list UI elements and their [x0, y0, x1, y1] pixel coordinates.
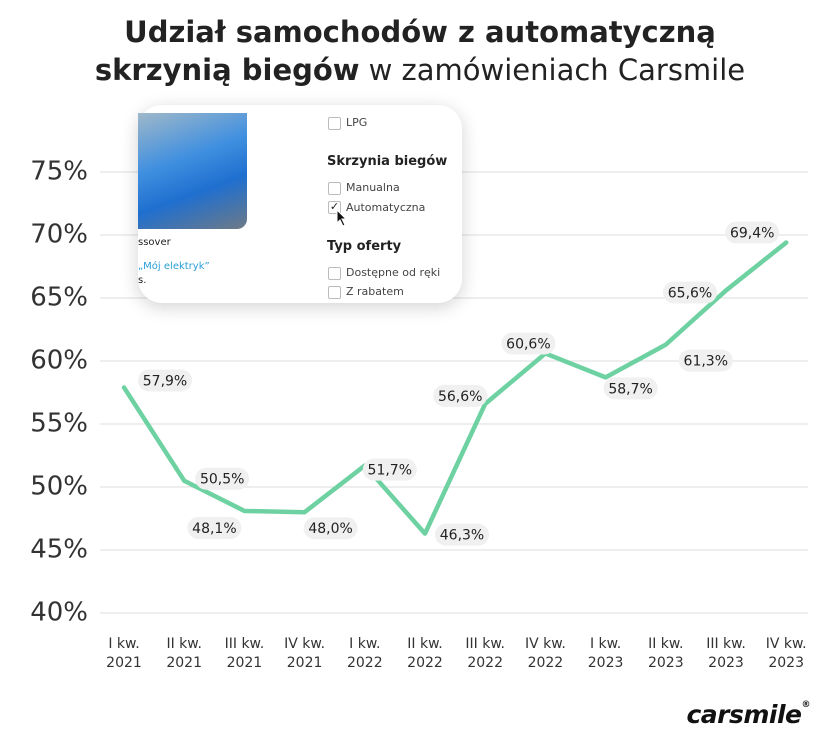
x-tick-label: II kw. 2022	[407, 636, 443, 671]
x-tick-label: II kw. 2021	[166, 636, 202, 671]
y-tick-label: 55%	[30, 409, 88, 439]
option-label: LPG	[346, 116, 368, 129]
x-tick-label: III kw. 2023	[706, 636, 746, 671]
checkbox[interactable]	[328, 182, 341, 195]
chart-title: Udział samochodów z automatyczną	[124, 15, 716, 49]
chart-title-bold: skrzynią biegów	[95, 53, 360, 87]
checkbox[interactable]	[328, 267, 341, 280]
data-label-bg	[303, 517, 358, 540]
option-label: Dostępne od ręki	[346, 266, 441, 279]
data-label: 69,4%	[730, 226, 774, 242]
logo-name: carsmile	[686, 700, 802, 729]
y-tick-label: 50%	[30, 472, 88, 502]
option-label: Z rabatem	[346, 285, 404, 298]
data-label-bg	[433, 384, 488, 407]
data-label-bg	[663, 281, 717, 304]
data-label: 46,3%	[440, 528, 484, 544]
chart-title-rest: w zamówieniach Carsmile	[369, 53, 746, 87]
x-tick-label: I kw. 2022	[346, 636, 383, 671]
card-link: „Mój elektryk”	[138, 261, 210, 272]
card-title: ssover	[138, 237, 171, 248]
checkbox[interactable]	[328, 286, 341, 299]
cursor	[336, 209, 348, 227]
data-label-bg	[725, 221, 780, 244]
y-tick-label: 60%	[30, 346, 88, 376]
x-tick-label: I kw. 2023	[587, 636, 624, 671]
y-tick-label: 65%	[30, 283, 88, 313]
y-tick-label: 75%	[30, 157, 88, 187]
data-label-bg	[187, 516, 242, 539]
data-label: 61,3%	[684, 354, 728, 370]
data-label-bg	[138, 369, 192, 392]
data-label: 50,5%	[200, 472, 244, 488]
y-tick-label: 70%	[30, 220, 88, 250]
data-label-bg	[603, 377, 658, 400]
data-label: 48,1%	[192, 521, 236, 537]
x-tick-label: IV kw. 2022	[524, 636, 566, 671]
logo: carsmile®	[686, 700, 810, 729]
car-image	[138, 113, 247, 229]
checkbox[interactable]	[328, 117, 341, 130]
x-tick-label: III kw. 2021	[224, 636, 265, 671]
section-heading: Typ oferty	[327, 239, 402, 254]
line	[121, 240, 789, 536]
option-label: Automatyczna	[346, 201, 426, 214]
x-tick-label: II kw. 2023	[647, 636, 684, 671]
x-tick-label: IV kw. 2023	[765, 636, 807, 671]
data-label-bg	[362, 458, 417, 481]
data-label: 51,7%	[368, 463, 412, 479]
logo-mark: ®	[801, 700, 811, 710]
data-label: 60,6%	[506, 336, 550, 352]
data-label: 58,7%	[608, 381, 652, 397]
data-label-bg	[678, 349, 733, 372]
data-label: 57,9%	[143, 373, 187, 389]
data-label-bg	[195, 467, 250, 490]
option-label: Manualna	[346, 181, 400, 194]
data-label: 56,6%	[438, 389, 482, 405]
data-label: 48,0%	[308, 521, 352, 537]
y-tick-label: 40%	[30, 598, 88, 628]
x-tick-label: I kw. 2021	[106, 636, 142, 671]
data-label: 65,6%	[668, 285, 712, 301]
section-heading: Skrzynia biegów	[327, 154, 448, 169]
chart-title: skrzynią biegów w zamówieniach Carsmile	[95, 53, 745, 87]
filter-panel: ssover „Mój elektryk” s. LPG Skrzynia bi…	[138, 105, 462, 303]
x-tick-label: IV kw. 2021	[284, 636, 326, 671]
card-text: s.	[138, 275, 147, 286]
x-tick-label: III kw. 2022	[465, 636, 505, 671]
data-label-bg	[501, 332, 556, 355]
y-tick-label: 45%	[30, 535, 88, 565]
data-label-bg	[435, 523, 489, 546]
